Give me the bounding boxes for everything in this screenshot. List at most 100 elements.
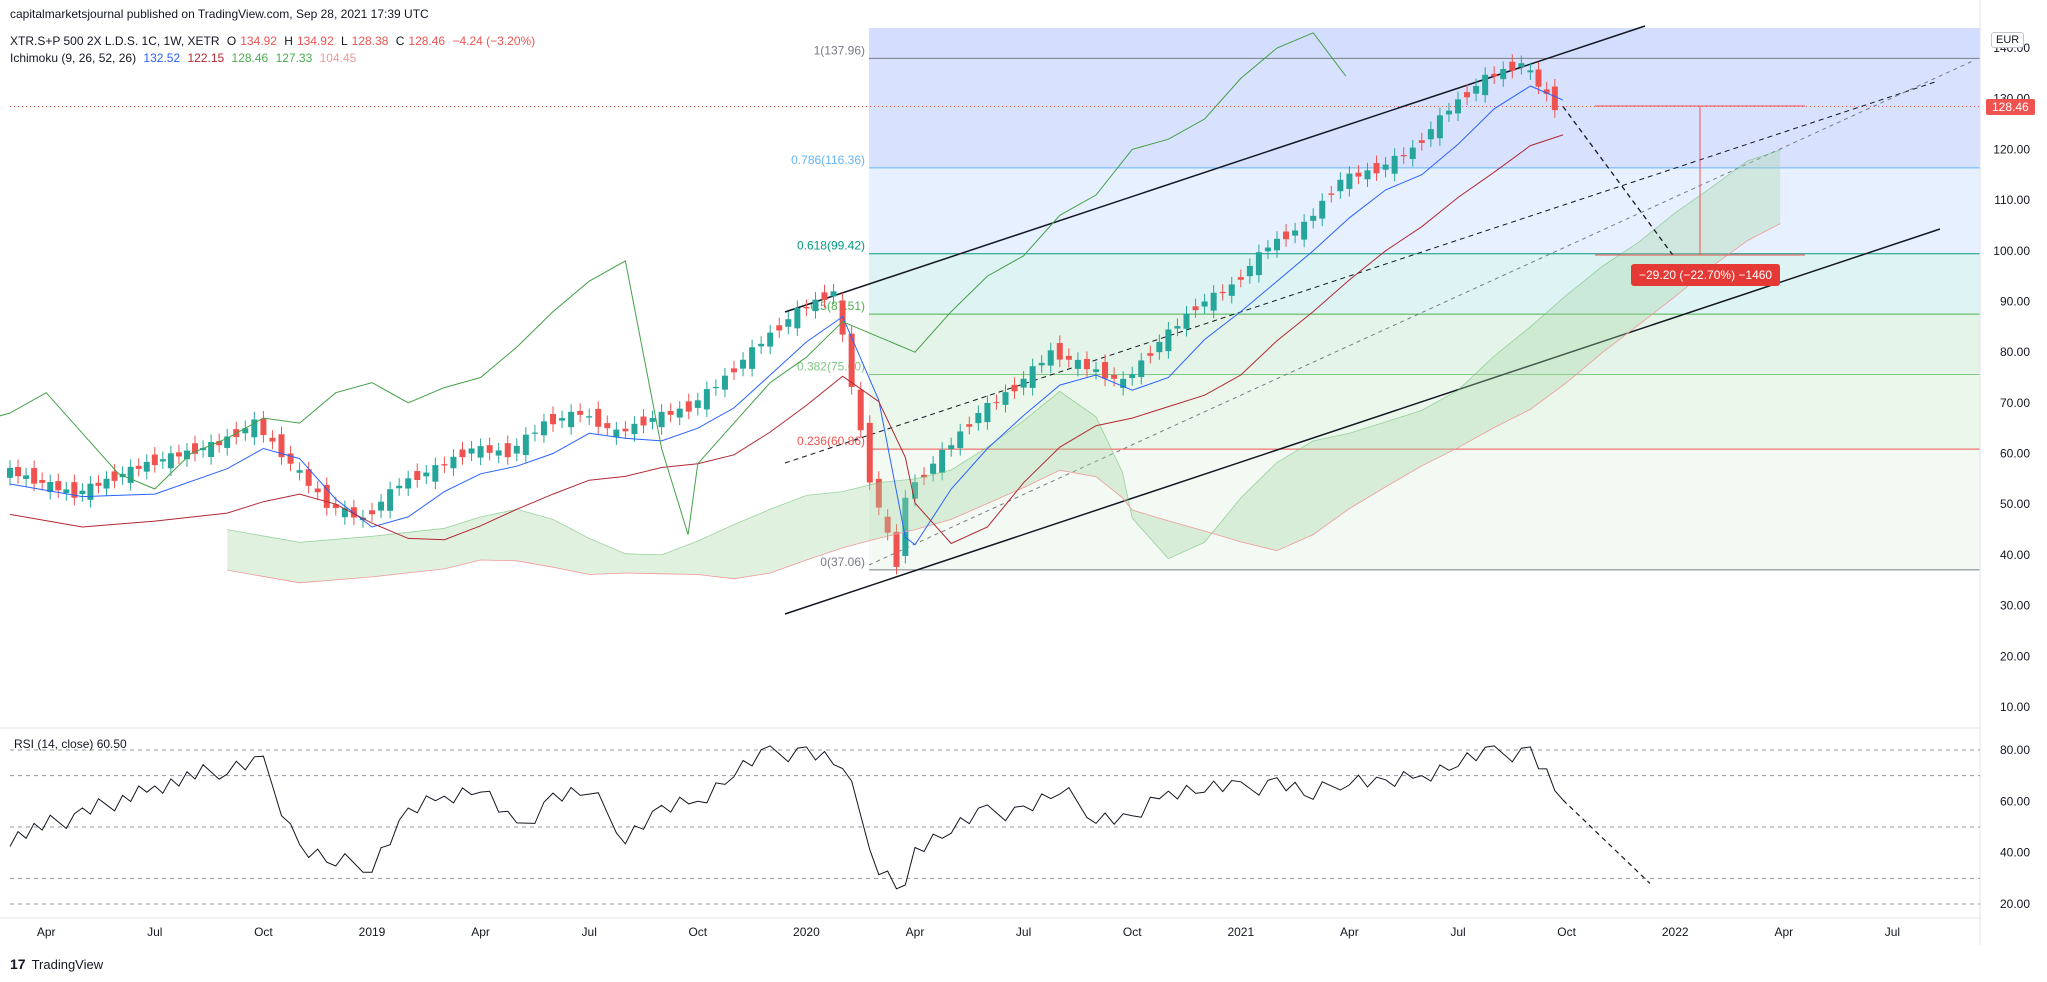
candle-body bbox=[749, 347, 756, 369]
candle-body bbox=[721, 375, 728, 390]
candle-body bbox=[1382, 164, 1389, 170]
candle-body bbox=[1065, 355, 1072, 360]
price-tick-label: 90.00 bbox=[2000, 294, 2030, 308]
candle-body bbox=[649, 418, 656, 422]
candle-body bbox=[135, 465, 142, 469]
channel-mid-line bbox=[784, 81, 1936, 464]
candle-body bbox=[1355, 172, 1362, 177]
fib-level-label: 0.786(116.36) bbox=[791, 153, 865, 167]
candle-body bbox=[414, 471, 421, 480]
candle-body bbox=[1129, 374, 1136, 379]
candle-body bbox=[95, 482, 102, 486]
candle-body bbox=[1346, 173, 1353, 189]
candle-body bbox=[432, 465, 439, 482]
candle-body bbox=[667, 410, 674, 415]
candle-body bbox=[1038, 362, 1045, 366]
candle-body bbox=[685, 401, 692, 412]
rsi-tick-label: 40.00 bbox=[2000, 846, 2030, 860]
publisher-line: capitalmarketsjournal published on Tradi… bbox=[10, 7, 433, 21]
price-tick-label: 120.00 bbox=[1993, 142, 2030, 156]
candle-body bbox=[694, 400, 701, 408]
rsi-value: 60.50 bbox=[96, 737, 127, 751]
time-tick-label: 2021 bbox=[1227, 925, 1254, 939]
fib-level-label: 0.236(60.86) bbox=[797, 434, 865, 448]
candle-body bbox=[7, 467, 13, 478]
candle-body bbox=[866, 422, 873, 483]
candle-body bbox=[577, 410, 584, 415]
candle-body bbox=[1482, 74, 1489, 96]
candle-body bbox=[785, 319, 792, 327]
candle-body bbox=[1020, 378, 1027, 388]
tradingview-brand[interactable]: 17 TradingView bbox=[10, 956, 103, 972]
time-tick-label: Apr bbox=[37, 925, 56, 939]
candle-body bbox=[341, 508, 348, 518]
candle-body bbox=[387, 489, 394, 511]
ichimoku-label[interactable]: Ichimoku (9, 26, 52, 26) bbox=[10, 51, 137, 65]
candle-body bbox=[1029, 366, 1036, 388]
rsi-projection-arrow bbox=[1562, 799, 1651, 884]
candle-body bbox=[803, 307, 810, 309]
tenkan-line bbox=[9, 85, 1564, 546]
rsi-tick-label: 20.00 bbox=[2000, 897, 2030, 911]
candle-body bbox=[396, 485, 403, 489]
price-tick-label: 20.00 bbox=[2000, 649, 2030, 663]
price-tick-label: 40.00 bbox=[2000, 548, 2030, 562]
candle-body bbox=[504, 443, 511, 458]
rsi-tick-label: 80.00 bbox=[2000, 743, 2030, 757]
candle-body bbox=[776, 325, 783, 331]
candle-body bbox=[1219, 291, 1226, 294]
fib-zone bbox=[869, 167, 1980, 254]
candle-body bbox=[948, 445, 955, 449]
senkou-b-line bbox=[227, 223, 1781, 584]
candle-body bbox=[1083, 358, 1090, 370]
kijun-line bbox=[9, 134, 1564, 545]
candle-body bbox=[640, 416, 647, 426]
candle-body bbox=[568, 411, 575, 428]
tradingview-logo-icon: 17 bbox=[10, 956, 26, 972]
candle-body bbox=[912, 482, 918, 499]
candle-body bbox=[151, 454, 158, 466]
candle-body bbox=[224, 436, 231, 448]
candle-body bbox=[200, 447, 207, 451]
candle-body bbox=[821, 292, 828, 301]
candle-body bbox=[183, 450, 190, 460]
candle-body bbox=[921, 474, 928, 478]
kijun-value: 122.15 bbox=[187, 51, 225, 65]
candle-body bbox=[812, 299, 819, 312]
candle-body bbox=[1056, 343, 1063, 360]
candle-body bbox=[1165, 329, 1172, 352]
candle-body bbox=[857, 389, 864, 431]
candle-body bbox=[1002, 392, 1009, 405]
candle-body bbox=[31, 468, 38, 484]
candle-body bbox=[758, 343, 765, 347]
rsi-label[interactable]: RSI (14, close) bbox=[14, 737, 94, 751]
time-tick-label: Jul bbox=[1885, 925, 1900, 939]
candle-body bbox=[1409, 147, 1416, 160]
fib-level-label: 1(137.96) bbox=[814, 43, 865, 57]
time-tick-label: Jul bbox=[582, 925, 597, 939]
candle-body bbox=[522, 434, 529, 456]
candle-body bbox=[830, 291, 837, 297]
candle-body bbox=[993, 402, 1000, 404]
candle-body bbox=[468, 448, 475, 454]
symbol-legend: XTR.S+P 500 2X L.D.S. 1C, 1W, XETR O 134.… bbox=[10, 34, 539, 48]
candle-body bbox=[1391, 155, 1398, 174]
candle-body bbox=[350, 507, 357, 518]
fib-level-label: 0.382(75.60) bbox=[797, 359, 865, 373]
time-tick-label: Oct bbox=[1123, 925, 1142, 939]
candle-body bbox=[957, 431, 964, 448]
currency-label[interactable]: EUR bbox=[1991, 32, 2025, 48]
candle-body bbox=[405, 478, 412, 489]
candle-body bbox=[323, 484, 330, 508]
candle-body bbox=[23, 475, 30, 479]
candle-body bbox=[1102, 362, 1109, 379]
candle-body bbox=[1518, 63, 1525, 68]
candle-body bbox=[208, 442, 215, 458]
candle-body bbox=[1527, 70, 1534, 73]
candle-body bbox=[441, 464, 448, 466]
candle-body bbox=[15, 467, 22, 477]
candle-body bbox=[1445, 110, 1452, 115]
candle-body bbox=[1337, 179, 1344, 192]
symbol-name[interactable]: XTR.S+P 500 2X L.D.S. 1C, 1W, XETR bbox=[10, 34, 220, 48]
